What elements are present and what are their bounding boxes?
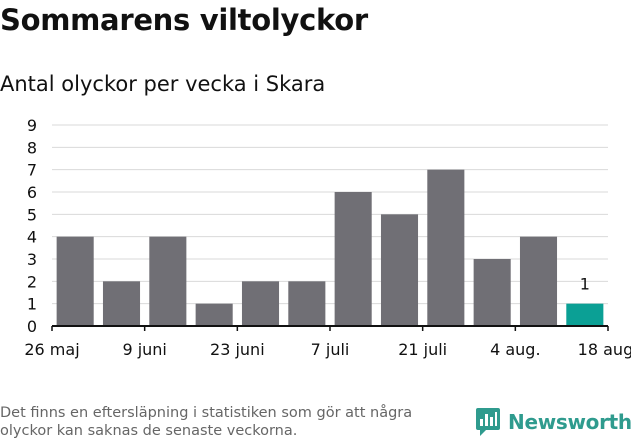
y-tick-label: 0 <box>27 317 37 336</box>
y-tick-label: 1 <box>27 295 37 314</box>
x-tick-label: 21 juli <box>398 340 447 359</box>
bar <box>427 169 465 326</box>
newsworthy-logo-icon <box>476 408 500 436</box>
newsworthy-logo: Newsworthy <box>475 407 631 437</box>
y-tick-label: 7 <box>27 161 37 180</box>
y-tick-label: 9 <box>27 116 37 135</box>
newsworthy-brand-text: Newsworthy <box>508 410 631 434</box>
y-tick-label: 4 <box>27 228 37 247</box>
chart-subtitle: Antal olyckor per vecka i Skara <box>0 72 326 96</box>
bar <box>566 303 604 326</box>
x-tick-label: 4 aug. <box>490 340 540 359</box>
x-tick-label: 26 maj <box>24 340 79 359</box>
bar <box>149 236 187 326</box>
y-tick-label: 2 <box>27 272 37 291</box>
bar-chart: 0 1 2 3 4 5 6 7 8 9 1 26 maj 9 juni 23 juni 7 juli 21 j… <box>24 116 631 359</box>
x-tick-label: 7 juli <box>311 340 350 359</box>
bar <box>241 281 280 326</box>
bar <box>195 303 233 326</box>
y-tick-label: 3 <box>27 250 37 269</box>
bar <box>102 281 141 326</box>
data-label: 1 <box>580 275 590 294</box>
bar <box>288 281 326 326</box>
bar <box>56 236 94 326</box>
bar <box>519 236 558 326</box>
x-tick-label: 23 juni <box>210 340 265 359</box>
chart-title: Sommarens viltolyckor <box>0 3 368 37</box>
y-tick-label: 5 <box>27 205 37 224</box>
bar <box>334 192 372 326</box>
y-tick-label: 6 <box>27 183 37 202</box>
y-tick-label: 8 <box>27 138 37 157</box>
bar <box>380 214 419 326</box>
bar <box>473 259 511 326</box>
x-tick-label: 9 juni <box>122 340 166 359</box>
footnote: Det finns en eftersläpning i statistiken… <box>0 405 413 439</box>
x-tick-label: 18 aug. <box>578 340 631 359</box>
